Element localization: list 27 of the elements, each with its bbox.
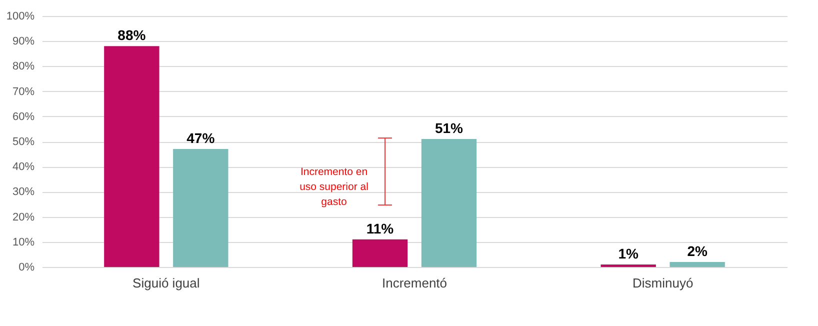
data-label: 51%: [434, 120, 464, 136]
y-tick-label: 30%: [12, 186, 35, 198]
data-label: 11%: [366, 220, 394, 236]
data-label: 47%: [186, 130, 216, 146]
data-label: 2%: [687, 242, 708, 259]
bar: [670, 262, 725, 267]
y-tick-label: 60%: [12, 110, 35, 123]
x-tick-label: Incrementó: [382, 276, 448, 290]
y-tick-label: 0%: [18, 262, 35, 274]
bar: [104, 46, 160, 267]
y-tick-label: 20%: [12, 211, 35, 224]
x-tick-label: Siguió igual: [132, 276, 200, 290]
y-tick-label: 40%: [12, 161, 35, 174]
bar: [173, 149, 228, 267]
data-label: 1%: [618, 245, 640, 262]
y-tick-label: 50%: [12, 136, 35, 148]
y-tick-label: 10%: [12, 236, 35, 248]
y-tick-label: 90%: [12, 36, 35, 48]
annotation: Incremento en uso superior al gasto: [300, 166, 368, 208]
y-tick-label: 80%: [12, 60, 35, 73]
x-tick-label: Disminuyó: [632, 276, 694, 290]
data-label: 88%: [118, 27, 146, 44]
y-tick-label: 70%: [12, 86, 35, 98]
bar: [421, 138, 477, 267]
bar: [600, 264, 656, 267]
bar: [352, 239, 408, 267]
y-tick-label: 100%: [6, 10, 35, 22]
